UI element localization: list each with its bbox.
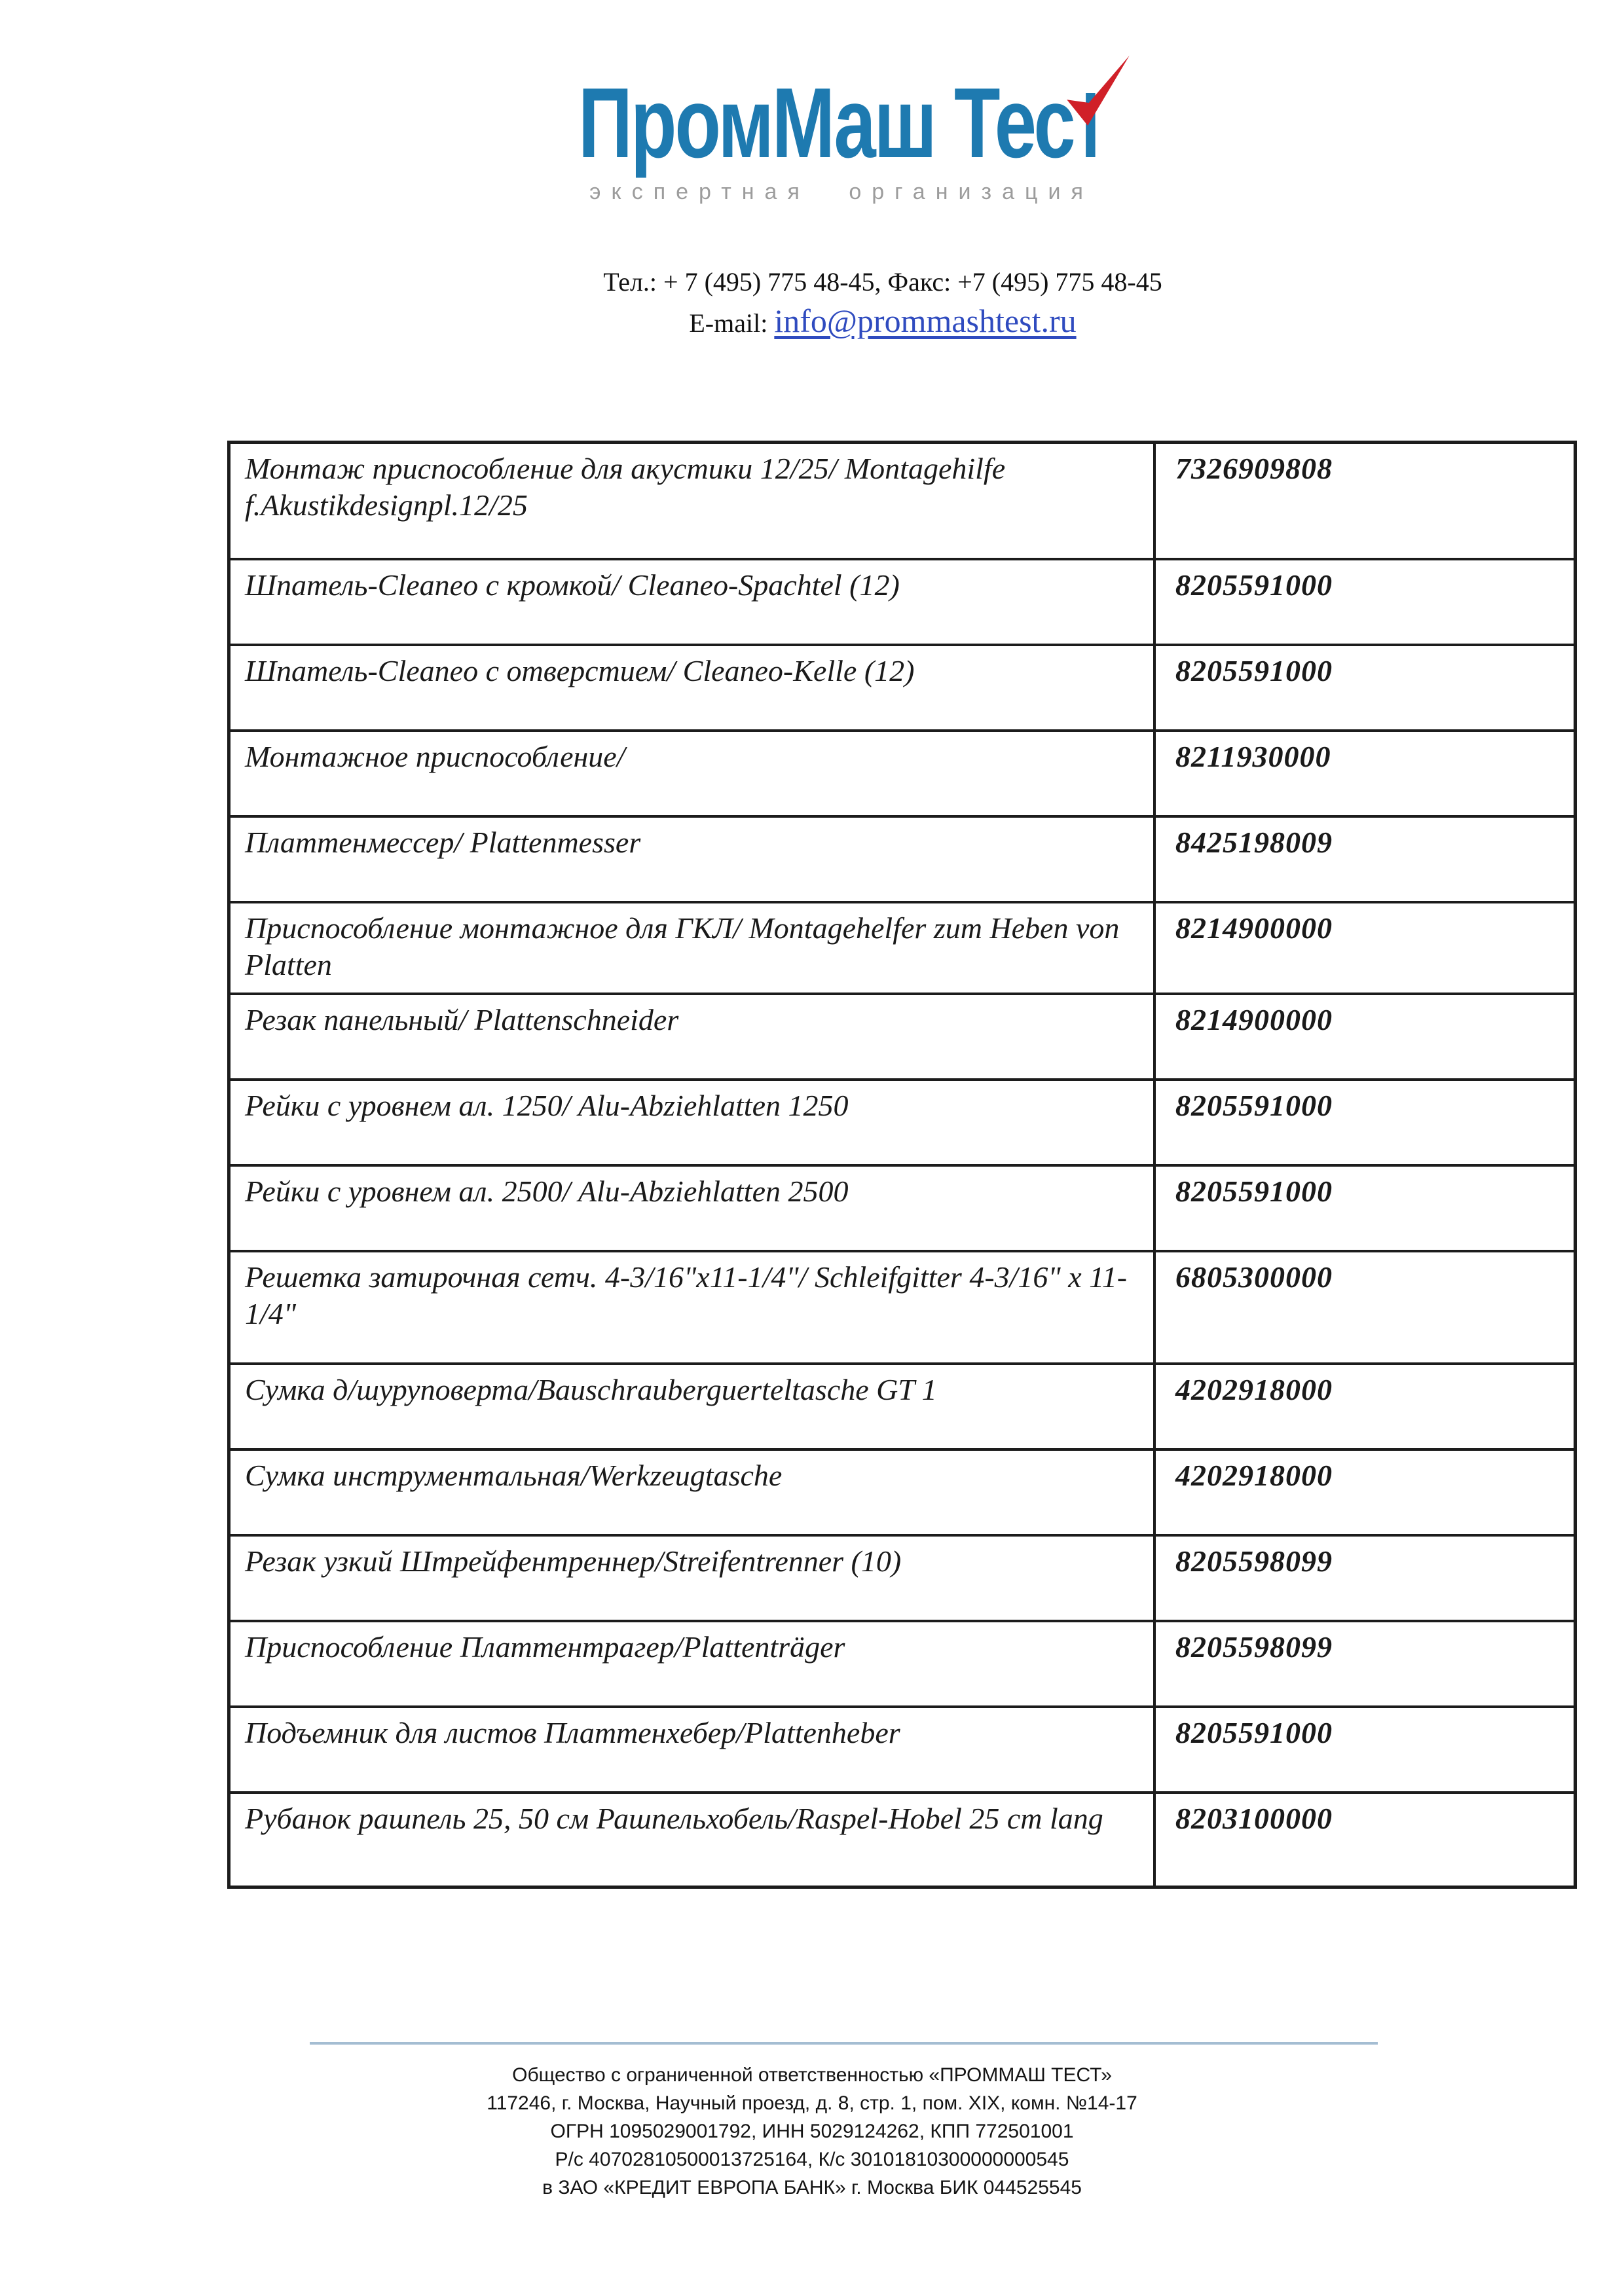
table-row: Сумка инструментальная/Werkzeugtasche 420… xyxy=(227,1448,1577,1537)
item-name-cell: Рейки с уровнем ал. 1250/ Alu-Abziehlatt… xyxy=(227,1078,1156,1167)
logo-text-main: ПромМаш Тес xyxy=(578,67,1076,179)
table-row: Рейки с уровнем ал. 1250/ Alu-Abziehlatt… xyxy=(227,1078,1577,1167)
item-name-cell: Шпатель-Cleaneo с отверстием/ Cleaneo-Ke… xyxy=(227,643,1156,732)
item-name-cell: Резак панельный/ Plattenschneider xyxy=(227,992,1156,1081)
item-code-cell: 6805300000 xyxy=(1153,1249,1577,1365)
item-code-cell: 7326909808 xyxy=(1153,441,1577,560)
letterhead: ПромМаш Тес экспертная организация xyxy=(29,55,1624,205)
logo-last-letter xyxy=(1067,55,1130,157)
phone-fax-line: Тел.: + 7 (495) 775 48-45, Факс: +7 (495… xyxy=(603,267,1162,297)
footer-company-details: Общество с ограниченной ответственностью… xyxy=(0,2061,1624,2202)
footer-divider xyxy=(310,2042,1378,2045)
item-code-cell: 8203100000 xyxy=(1153,1791,1577,1889)
item-code-cell: 4202918000 xyxy=(1153,1362,1577,1451)
items-table: Монтаж приспособление для акустики 12/25… xyxy=(227,441,1577,1889)
item-name-cell: Монтажное приспособление/ xyxy=(227,729,1156,818)
red-checkmark-icon xyxy=(1067,55,1130,126)
item-code-cell: 8214900000 xyxy=(1153,992,1577,1081)
item-code-cell: 4202918000 xyxy=(1153,1448,1577,1537)
item-name-cell: Сумка инструментальная/Werkzeugtasche xyxy=(227,1448,1156,1537)
table-row: Рейки с уровнем ал. 2500/ Alu-Abziehlatt… xyxy=(227,1163,1577,1252)
logo-tagline: экспертная организация xyxy=(589,179,1094,204)
table-row: Резак панельный/ Plattenschneider 8214900… xyxy=(227,992,1577,1081)
items-table-body: Монтаж приспособление для акустики 12/25… xyxy=(227,441,1577,1889)
item-name-cell: Приспособление Платтентрагер/Plattenträg… xyxy=(227,1619,1156,1708)
table-row: Приспособление Платтентрагер/Plattenträg… xyxy=(227,1619,1577,1708)
item-code-cell: 8205591000 xyxy=(1153,1705,1577,1794)
email-label: E-mail: xyxy=(689,308,768,338)
item-name-cell: Рейки с уровнем ал. 2500/ Alu-Abziehlatt… xyxy=(227,1163,1156,1252)
item-code-cell: 8205591000 xyxy=(1153,557,1577,646)
item-name-cell: Решетка затирочная сетч. 4-3/16"x11-1/4"… xyxy=(227,1249,1156,1365)
footer-line: 117246, г. Москва, Научный проезд, д. 8,… xyxy=(487,2092,1137,2114)
table-row: Шпатель-Cleaneo с отверстием/ Cleaneo-Ke… xyxy=(227,643,1577,732)
table-row: Подъемник для листов Платтенхебер/Platte… xyxy=(227,1705,1577,1794)
contact-block: Тел.: + 7 (495) 775 48-45, Факс: +7 (495… xyxy=(71,267,1624,340)
item-name-cell: Сумка д/шуруповерта/Bauschrauberguertelt… xyxy=(227,1362,1156,1451)
email-line: E-mail: info@prommashtest.ru xyxy=(71,302,1624,340)
table-row: Монтажное приспособление/8211930000 xyxy=(227,729,1577,818)
email-link[interactable]: info@prommashtest.ru xyxy=(774,302,1077,339)
item-name-cell: Монтаж приспособление для акустики 12/25… xyxy=(227,441,1156,560)
item-code-cell: 8425198009 xyxy=(1153,814,1577,903)
item-name-cell: Подъемник для листов Платтенхебер/Platte… xyxy=(227,1705,1156,1794)
table-row: Монтаж приспособление для акустики 12/25… xyxy=(227,441,1577,560)
item-name-cell: Платтенмессер/ Plattenmesser xyxy=(227,814,1156,903)
item-code-cell: 8205591000 xyxy=(1153,643,1577,732)
item-code-cell: 8205598099 xyxy=(1153,1619,1577,1708)
table-row: Шпатель-Cleaneo с кромкой/ Cleaneo-Spach… xyxy=(227,557,1577,646)
item-code-cell: 8214900000 xyxy=(1153,900,1577,995)
item-code-cell: 8205591000 xyxy=(1153,1163,1577,1252)
table-row: Рубанок рашпель 25, 50 см Рашпельхобель/… xyxy=(227,1791,1577,1889)
footer-line: Общество с ограниченной ответственностью… xyxy=(512,2064,1112,2086)
table-row: Сумка д/шуруповерта/Bauschrauberguertelt… xyxy=(227,1362,1577,1451)
item-code-cell: 8211930000 xyxy=(1153,729,1577,818)
item-name-cell: Резак узкий Штрейфентреннер/Streifentren… xyxy=(227,1533,1156,1622)
table-row: Приспособление монтажное для ГКЛ/ Montag… xyxy=(227,900,1577,995)
table-row: Платтенмессер/ Plattenmesser 8425198009 xyxy=(227,814,1577,903)
footer-line: в ЗАО «КРЕДИТ ЕВРОПА БАНК» г. Москва БИК… xyxy=(542,2177,1082,2198)
table-row: Резак узкий Штрейфентреннер/Streifentren… xyxy=(227,1533,1577,1622)
footer-line: Р/с 40702810500013725164, К/с 3010181030… xyxy=(555,2149,1069,2170)
item-code-cell: 8205598099 xyxy=(1153,1533,1577,1622)
item-name-cell: Рубанок рашпель 25, 50 см Рашпельхобель/… xyxy=(227,1791,1156,1889)
footer-line: ОГРН 1095029001792, ИНН 5029124262, КПП … xyxy=(550,2121,1074,2142)
item-code-cell: 8205591000 xyxy=(1153,1078,1577,1167)
item-name-cell: Приспособление монтажное для ГКЛ/ Montag… xyxy=(227,900,1156,995)
table-row: Решетка затирочная сетч. 4-3/16"x11-1/4"… xyxy=(227,1249,1577,1365)
company-logo: ПромМаш Тес xyxy=(578,55,1130,173)
item-name-cell: Шпатель-Cleaneo с кромкой/ Cleaneo-Spach… xyxy=(227,557,1156,646)
